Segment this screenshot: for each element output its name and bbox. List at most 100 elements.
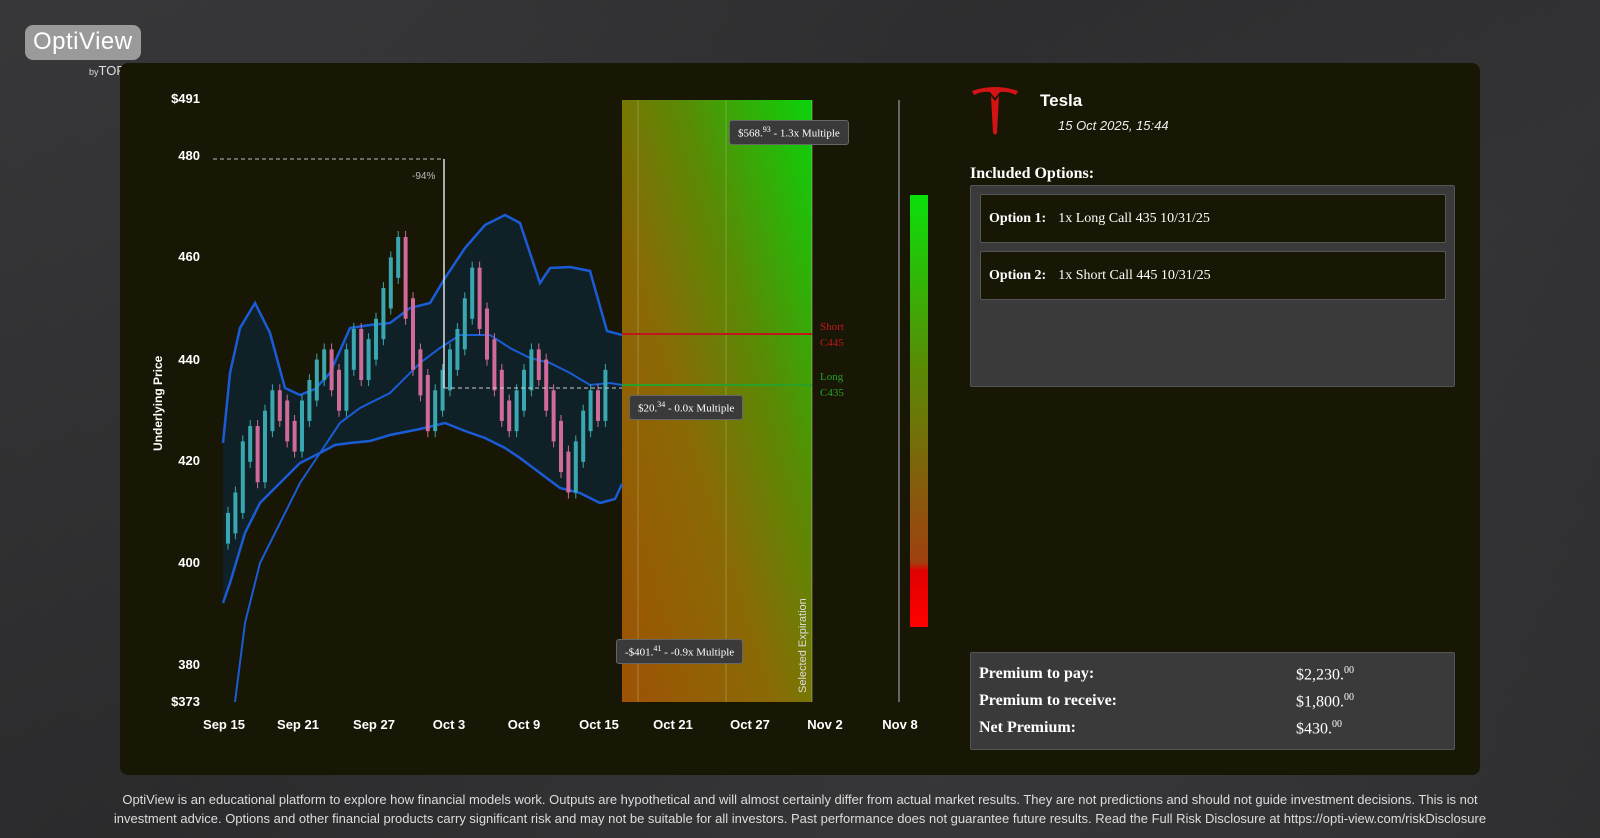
candle-body	[514, 390, 519, 432]
candle-body	[477, 267, 482, 329]
option-value: 1x Short Call 445 10/31/25	[1058, 267, 1211, 283]
payoff-color-legend	[910, 195, 928, 627]
x-tick-label: Nov 2	[807, 717, 842, 732]
candle-body	[263, 410, 267, 483]
premium-pay-value: $2,230.00	[1296, 665, 1354, 684]
x-tick-label: Oct 21	[653, 717, 693, 732]
premium-summary: Premium to pay: $2,230.00 Premium to rec…	[970, 652, 1455, 750]
candle-body	[226, 512, 230, 544]
candle-body	[581, 410, 586, 462]
long-strike-label: Long	[820, 371, 844, 383]
option-key: Option 2:	[989, 267, 1047, 283]
y-tick-label: $491	[171, 91, 200, 106]
short-strike-label: Short	[820, 321, 844, 333]
candle-body	[322, 349, 327, 381]
candle-body	[248, 426, 253, 462]
risk-disclaimer: OptiView is an educational platform to e…	[113, 792, 1487, 826]
candle-body	[351, 328, 356, 370]
candle-body	[359, 328, 364, 381]
candle-body	[455, 328, 460, 370]
included-options-title: Included Options:	[970, 165, 1095, 182]
quote-datetime: 15 Oct 2025, 15:44	[1058, 118, 1169, 133]
candle-body	[388, 257, 393, 309]
candle-body	[551, 390, 556, 442]
band-upper	[221, 213, 623, 444]
company-name: Tesla	[1040, 91, 1083, 110]
details-panel: Tesla 15 Oct 2025, 15:44 Included Option…	[970, 63, 1456, 775]
options-list: Option 1: 1x Long Call 435 10/31/25 Opti…	[970, 185, 1455, 387]
x-tick-label: Nov 8	[882, 717, 917, 732]
candle-body	[344, 349, 349, 411]
short-strike-code: C445	[820, 337, 844, 349]
x-tick-label: Oct 3	[433, 717, 466, 732]
optiview-logo[interactable]: OptiView byTORR.O	[25, 25, 149, 78]
option-item-1[interactable]: Option 1: 1x Long Call 435 10/31/25	[980, 194, 1446, 243]
candle-body	[396, 236, 401, 278]
brand-name: OptiView	[25, 25, 141, 60]
option-item-2[interactable]: Option 2: 1x Short Call 445 10/31/25	[980, 251, 1446, 300]
band-mid	[234, 334, 623, 703]
candle-body	[240, 441, 245, 513]
candle-body	[596, 390, 600, 421]
x-axis-ticks: Sep 15 Sep 21 Sep 27 Oct 3 Oct 9 Oct 15 Oct 21…	[203, 717, 918, 732]
y-tick-label: 480	[178, 148, 200, 163]
tooltip-max-loss: -$401.41 - -0.9x Multiple	[616, 639, 744, 664]
tooltip-current: $20.34 - 0.0x Multiple	[629, 395, 744, 420]
candle-body	[411, 298, 415, 370]
candle-body	[314, 359, 319, 401]
candle-body	[366, 339, 371, 381]
option-key: Option 1:	[989, 210, 1047, 226]
candle-body	[300, 400, 304, 452]
candle-body	[588, 390, 593, 432]
y-tick-label: 420	[178, 453, 200, 468]
long-strike-code: C435	[820, 387, 844, 399]
x-tick-label: Oct 9	[508, 717, 541, 732]
candle-body	[440, 369, 445, 411]
candle-body	[507, 400, 512, 432]
premium-receive-value: $1,800.00	[1296, 692, 1354, 711]
y-tick-label: 380	[178, 657, 200, 672]
x-tick-label: Sep 27	[353, 717, 395, 732]
candle-body	[433, 390, 438, 432]
candle-body	[337, 369, 341, 411]
candle-body	[536, 349, 541, 381]
tooltip-max-profit: $568.93 - 1.3x Multiple	[729, 120, 849, 145]
candle-body	[374, 318, 378, 360]
candle-body	[233, 492, 238, 534]
y-axis-label: Underlying Price	[151, 355, 165, 451]
candle-body	[485, 308, 489, 360]
candle-body	[529, 349, 534, 391]
candle-body	[566, 451, 571, 493]
candle-body	[462, 298, 467, 350]
x-tick-label: Sep 21	[277, 717, 319, 732]
candle-body	[470, 267, 475, 319]
candle-body	[559, 420, 563, 473]
y-tick-label: 460	[178, 249, 200, 264]
candle-body	[492, 339, 497, 391]
option-value: 1x Long Call 435 10/31/25	[1058, 210, 1210, 226]
candle-body	[307, 380, 312, 421]
x-tick-label: Sep 15	[203, 717, 245, 732]
candle-body	[285, 400, 290, 442]
y-tick-label: $373	[171, 694, 200, 709]
main-panel: Short C445 Long C435 -94% Selected Expir…	[120, 63, 1480, 775]
candle-body	[381, 288, 386, 340]
premium-pay-label: Premium to pay:	[979, 665, 1095, 682]
candle-body	[573, 441, 578, 493]
candle-body	[448, 349, 452, 391]
candle-body	[603, 369, 608, 421]
candle-body	[292, 420, 297, 452]
tesla-logo-icon	[972, 87, 1018, 135]
premium-receive-label: Premium to receive:	[979, 692, 1118, 709]
price-chart[interactable]: Short C445 Long C435 -94% Selected Expir…	[120, 63, 970, 775]
candle-body	[418, 349, 423, 396]
high-annotation: -94%	[412, 171, 435, 182]
candle-body	[425, 374, 430, 432]
net-premium-value: $430.00	[1296, 719, 1342, 738]
x-tick-label: Oct 27	[730, 717, 770, 732]
y-tick-label: 400	[178, 555, 200, 570]
candle-body	[270, 390, 275, 432]
selected-expiration-label: Selected Expiration	[797, 598, 809, 693]
candle-body	[329, 349, 334, 391]
candle-body	[544, 359, 549, 411]
